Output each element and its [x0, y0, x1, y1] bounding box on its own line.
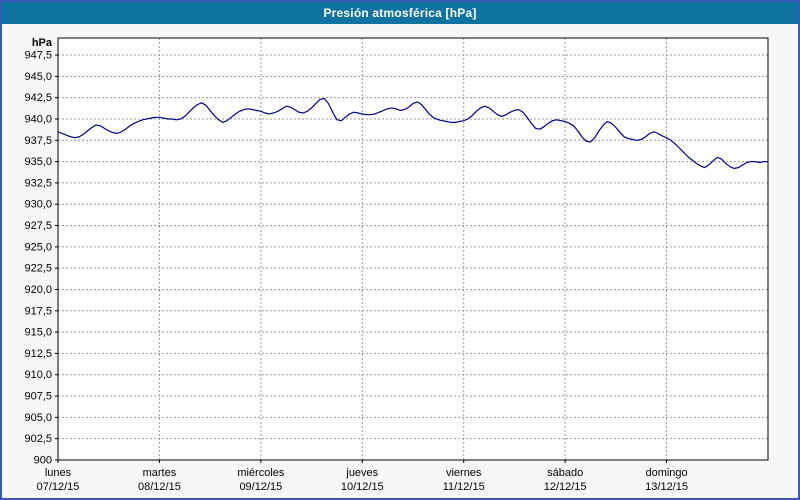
- y-tick-label: 932,5: [24, 177, 52, 189]
- x-day-label: jueves: [345, 467, 378, 479]
- y-tick-label: 910,0: [24, 369, 52, 381]
- pressure-line: [57, 97, 769, 169]
- y-tick-label: 915,0: [24, 327, 52, 339]
- chart-area: 947,5 945,0 942,5 940,0 937,5 935,0 932,5 930,0…: [2, 24, 798, 498]
- chart-title: Presión atmosférica [hPa]: [323, 6, 477, 20]
- x-day-label: domingo: [645, 467, 687, 479]
- x-date-label: 09/12/15: [239, 481, 282, 493]
- y-tick-label: 922,5: [24, 263, 52, 275]
- y-tick-label: 927,5: [24, 220, 52, 232]
- y-axis-unit-label: hPa: [32, 37, 53, 49]
- plot-background: [58, 38, 768, 460]
- y-tick-label: 937,5: [24, 135, 52, 147]
- y-tick-label: 905,0: [24, 412, 52, 424]
- y-tick-label: 947,5: [24, 50, 52, 62]
- y-tick-label: 902,5: [24, 433, 52, 445]
- y-tick-label: 925,0: [24, 241, 52, 253]
- y-tick-label: 942,5: [24, 92, 52, 104]
- x-day-label: martes: [143, 467, 177, 479]
- y-tick-label: 920,0: [24, 284, 52, 296]
- y-tick-label: 940,0: [24, 113, 52, 125]
- x-date-label: 10/12/15: [341, 481, 384, 493]
- y-tick-label: 907,5: [24, 391, 52, 403]
- y-tick-label: 935,0: [24, 156, 52, 168]
- x-date-label: 13/12/15: [645, 481, 688, 493]
- x-day-label: lunes: [45, 467, 72, 479]
- pressure-chart: 947,5 945,0 942,5 940,0 937,5 935,0 932,5 930,0…: [24, 37, 769, 493]
- title-bar: Presión atmosférica [hPa]: [2, 2, 798, 24]
- y-tick-label: 912,5: [24, 348, 52, 360]
- plot-frame: [57, 37, 769, 461]
- y-tick-label: 900: [34, 455, 52, 467]
- x-day-label: viernes: [446, 467, 482, 479]
- x-day-label: sábado: [547, 467, 583, 479]
- y-tick-label: 945,0: [24, 71, 52, 83]
- x-date-label: 12/12/15: [544, 481, 587, 493]
- y-tick-label: 917,5: [24, 305, 52, 317]
- x-day-label: miércoles: [237, 467, 285, 479]
- x-date-label: 07/12/15: [37, 481, 80, 493]
- x-date-label: 11/12/15: [443, 481, 485, 493]
- x-date-label: 08/12/15: [138, 481, 181, 493]
- y-tick-label: 930,0: [24, 199, 52, 211]
